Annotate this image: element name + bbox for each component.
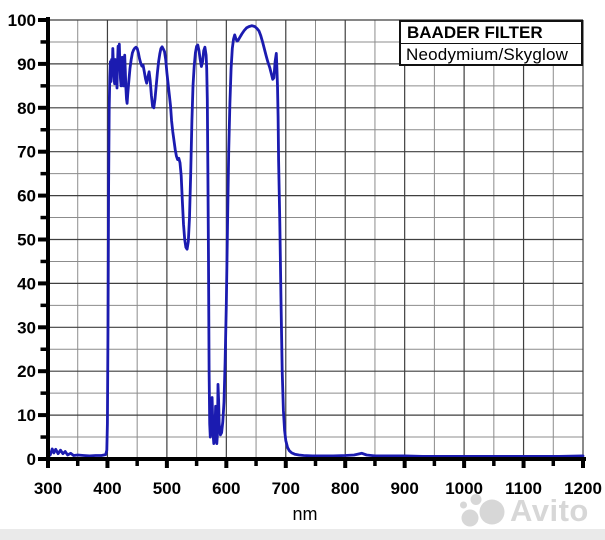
y-major-tick [38, 105, 49, 110]
y-minor-tick [40, 259, 49, 264]
y-major-tick [38, 325, 49, 330]
chart-title: BAADER FILTER [401, 22, 581, 44]
y-tick-label: 20 [17, 362, 36, 381]
y-tick-label: 10 [17, 406, 36, 425]
bottom-strip [0, 529, 605, 540]
x-minor-tick [194, 457, 199, 466]
x-minor-tick [551, 457, 556, 466]
x-major-tick [46, 457, 50, 468]
x-minor-tick [373, 457, 377, 466]
x-major-tick [581, 457, 585, 468]
x-major-tick [224, 457, 229, 468]
x-major-tick [283, 457, 288, 468]
y-major-tick [38, 237, 49, 242]
x-tick-label: 500 [153, 479, 181, 498]
watermark: Avito [458, 490, 589, 532]
x-major-tick [462, 457, 467, 468]
x-tick-label: 1000 [445, 479, 483, 498]
transmission-curve [46, 24, 585, 459]
y-minor-tick [40, 84, 49, 88]
y-minor-tick [40, 435, 49, 439]
y-major-tick [38, 281, 49, 286]
y-minor-tick [40, 347, 49, 351]
y-minor-tick [40, 128, 49, 132]
y-major-tick [38, 457, 49, 461]
y-minor-tick [40, 40, 49, 44]
x-minor-tick [75, 457, 80, 466]
y-tick-label: 80 [17, 99, 36, 118]
x-major-tick [164, 457, 169, 468]
chart-legend-box: BAADER FILTER Neodymium/Skyglow [399, 20, 583, 66]
x-major-tick [402, 457, 407, 468]
y-tick-label: 30 [17, 318, 36, 337]
y-tick-label: 50 [17, 231, 36, 250]
y-minor-tick [40, 391, 49, 395]
x-tick-label: 300 [34, 479, 62, 498]
x-tick-label: 600 [212, 479, 240, 498]
y-minor-tick [40, 215, 49, 220]
x-tick-label: 900 [390, 479, 418, 498]
x-minor-tick [313, 457, 318, 466]
x-major-tick [105, 457, 110, 468]
y-major-tick [38, 18, 49, 22]
y-major-tick [38, 61, 49, 66]
x-tick-label: 1200 [564, 479, 602, 498]
y-tick-label: 0 [27, 450, 36, 469]
avito-logo-icon [460, 494, 505, 527]
x-axis-unit-label: nm [292, 504, 317, 524]
y-minor-tick [40, 303, 49, 308]
x-tick-label: 700 [272, 479, 300, 498]
x-major-tick [521, 457, 526, 468]
y-tick-label: 90 [17, 55, 36, 74]
x-tick-label: 1100 [505, 479, 542, 498]
x-minor-tick [254, 457, 258, 466]
x-major-tick [343, 457, 348, 468]
x-minor-tick [135, 457, 139, 466]
y-major-tick [38, 149, 49, 154]
y-major-tick [38, 369, 49, 374]
y-tick-label: 40 [17, 274, 36, 293]
x-tick-label: 400 [93, 479, 121, 498]
chart-subtitle: Neodymium/Skyglow [406, 45, 569, 64]
y-major-tick [38, 193, 49, 198]
y-major-tick [38, 413, 49, 418]
y-tick-label: 100 [8, 11, 36, 30]
y-tick-label: 60 [17, 187, 36, 206]
x-minor-tick [432, 457, 437, 466]
x-tick-label: 800 [331, 479, 359, 498]
x-minor-tick [492, 457, 496, 466]
watermark-text: Avito [510, 493, 589, 528]
y-tick-label: 70 [17, 143, 36, 162]
y-minor-tick [40, 171, 49, 176]
